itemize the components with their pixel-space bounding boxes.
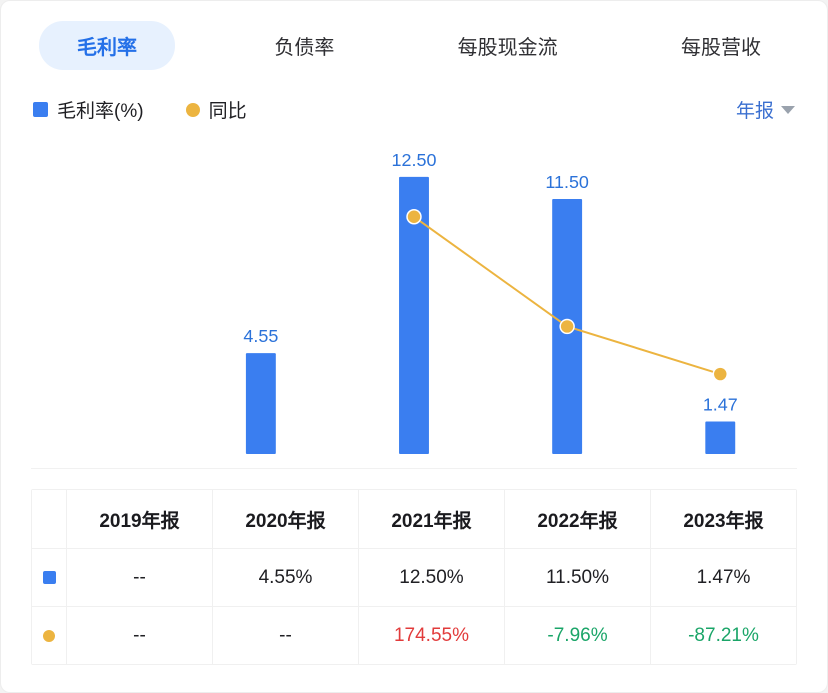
line-series-swatch-icon [43,629,55,642]
legend-yoy-label: 同比 [208,101,247,122]
table-header-2020: 2020年报 [212,490,358,548]
gross-margin-2023: 1.47% [650,548,796,606]
yoy-2022: -7.96% [504,606,650,664]
legend-gross-margin: 毛利率(%) [33,96,144,123]
gross-margin-2021: 12.50% [358,548,504,606]
tab-debt-ratio[interactable]: 负债率 [274,37,335,59]
legend-yoy: 同比 [185,96,247,123]
bar-2023年报 [705,421,736,455]
table-header-2021: 2021年报 [358,490,504,548]
chart-area: 4.55 12.50 11.50 1.47 [31,137,797,469]
yoy-point [712,366,729,382]
data-table: 2019年报 2020年报 2021年报 2022年报 2023年报 -- 4.… [31,489,797,665]
bar-value-label: 4.55 [243,326,278,346]
gross-margin-2020: 4.55% [212,548,358,606]
bar-2020年报 [245,353,276,455]
gross-margin-2019: -- [66,548,212,606]
yoy-point [559,318,575,335]
legend-gross-margin-label: 毛利率(%) [57,101,144,122]
bar-value-label: 11.50 [545,172,589,192]
table-header-2022: 2022年报 [504,490,650,548]
bar-series-swatch-icon [42,571,56,584]
bar-value-label: 12.50 [392,150,437,170]
tab-cashflow-per-share[interactable]: 每股现金流 [457,37,558,59]
tab-gross-margin[interactable]: 毛利率 [39,21,175,70]
row-yoy-icon-cell [32,606,66,664]
row-gross-margin-icon-cell [32,548,66,606]
period-selector-label: 年报 [735,101,774,122]
chart-svg: 4.55 12.50 11.50 1.47 [243,150,738,455]
table-header-blank [32,490,66,548]
chevron-down-icon [781,105,795,114]
yoy-2021: 174.55% [358,606,504,664]
line-series-swatch-icon [185,102,200,117]
bar-2021年报 [399,176,429,455]
bar-value-label: 1.47 [703,394,738,414]
yoy-point [406,209,422,225]
yoy-2023: -87.21% [650,606,796,664]
yoy-2020: -- [212,606,358,664]
period-selector[interactable]: 年报 [736,96,795,123]
bar-series-swatch-icon [33,102,48,117]
yoy-2019: -- [66,606,212,664]
metric-tabs: 毛利率 负债率 每股现金流 每股营收 [1,1,827,70]
table-header-2019: 2019年报 [66,490,212,548]
legend-row: 毛利率(%) 同比 年报 [1,96,827,123]
gross-margin-2022: 11.50% [504,548,650,606]
tab-revenue-per-share[interactable]: 每股营收 [680,37,761,59]
table-header-2023: 2023年报 [650,490,796,548]
